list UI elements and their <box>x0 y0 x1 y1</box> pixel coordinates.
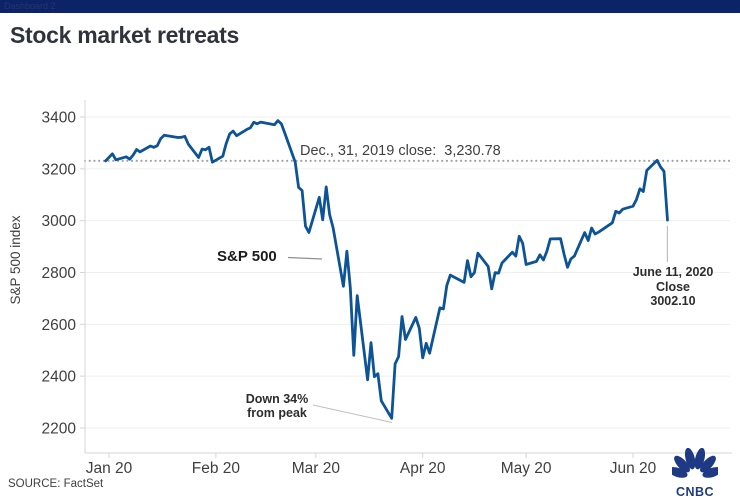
cnbc-peacock-icon <box>668 447 722 478</box>
svg-text:2400: 2400 <box>42 369 77 386</box>
trough-annotation: Down 34% from peak <box>227 392 327 420</box>
svg-text:3400: 3400 <box>42 110 77 127</box>
svg-text:Jan 20: Jan 20 <box>86 460 133 477</box>
svg-text:2800: 2800 <box>42 265 77 282</box>
series-label: S&P 500 <box>217 248 277 265</box>
cnbc-logo: CNBC <box>660 447 730 499</box>
svg-text:Feb 20: Feb 20 <box>192 460 241 477</box>
source-credit: SOURCE: FactSet <box>8 478 104 490</box>
svg-text:S&P 500 index: S&P 500 index <box>8 215 23 304</box>
reference-line-label: Dec., 31, 2019 close: 3,230.78 <box>300 143 501 159</box>
svg-text:2200: 2200 <box>42 421 77 438</box>
window-title-text: Dashboard 2 <box>4 1 56 11</box>
cnbc-wordmark: CNBC <box>675 485 715 499</box>
trough-annotation-line1: Down 34% <box>245 392 309 406</box>
svg-text:May 20: May 20 <box>501 460 552 477</box>
svg-text:2600: 2600 <box>42 317 77 334</box>
page-title: Stock market retreats <box>10 22 239 48</box>
last-point-annotation: June 11, 2020 Close 3002.10 <box>627 265 719 309</box>
window-titlebar[interactable]: Dashboard 2 <box>0 0 740 13</box>
trough-annotation-line2: from peak <box>247 406 307 420</box>
chart-canvas: 2200 2400 2600 2800 3000 3200 3400 S&P 500 inde… <box>8 100 732 477</box>
svg-text:Mar 20: Mar 20 <box>292 460 341 477</box>
last-point-value: 3002.10 <box>650 294 696 308</box>
svg-text:3000: 3000 <box>42 213 77 230</box>
last-point-close-word: Close <box>655 279 691 294</box>
last-point-date: June 11, 2020 <box>632 265 714 279</box>
peacock-feathers <box>668 447 722 478</box>
svg-text:Jun 20: Jun 20 <box>610 460 657 477</box>
svg-text:Apr 20: Apr 20 <box>400 460 446 477</box>
svg-text:3200: 3200 <box>42 161 77 178</box>
